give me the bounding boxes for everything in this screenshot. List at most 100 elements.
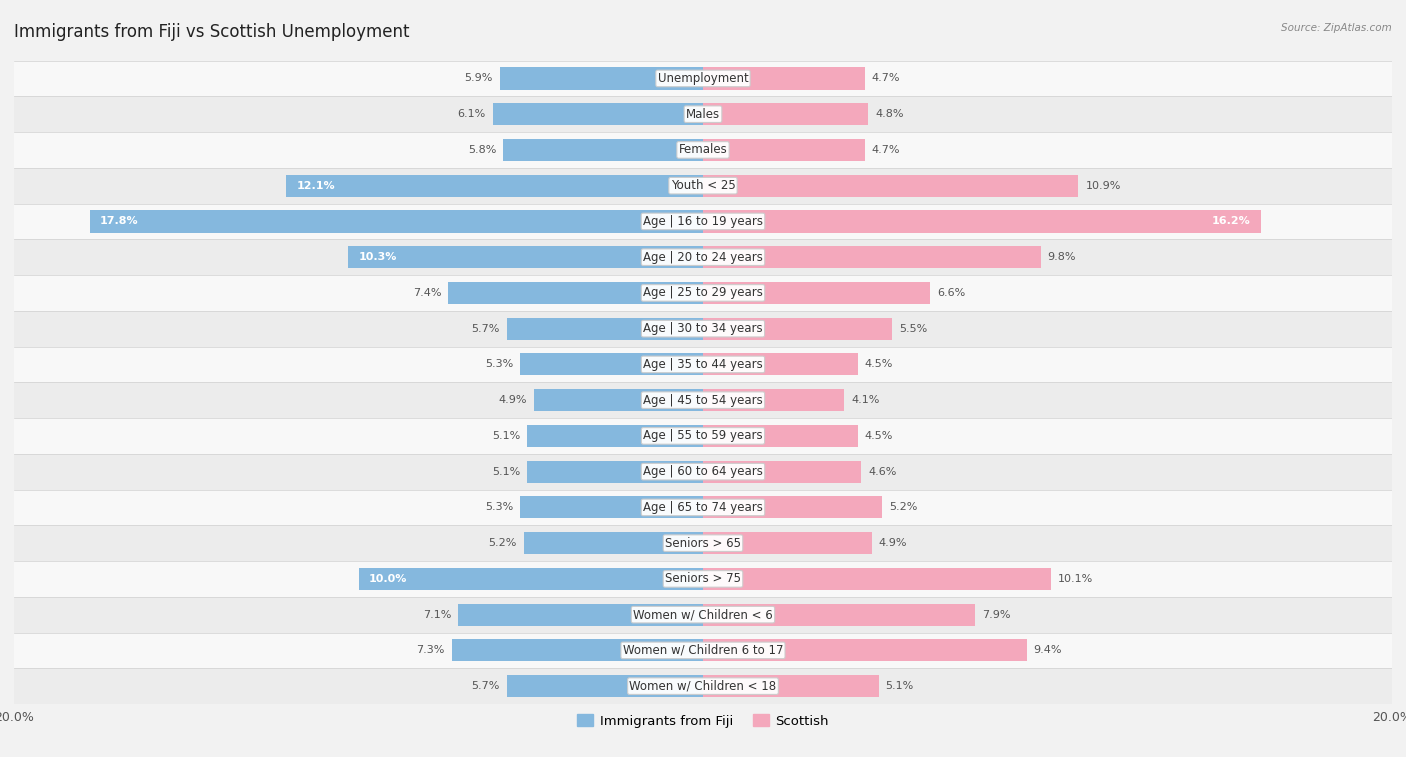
- Bar: [14, 275, 1392, 311]
- Text: 5.9%: 5.9%: [464, 73, 494, 83]
- Text: 4.9%: 4.9%: [879, 538, 907, 548]
- Bar: [14, 418, 1392, 453]
- Bar: [90, 210, 703, 232]
- Text: 7.4%: 7.4%: [413, 288, 441, 298]
- Bar: [349, 246, 703, 268]
- Bar: [14, 311, 1392, 347]
- Text: 4.5%: 4.5%: [865, 431, 893, 441]
- Bar: [506, 675, 703, 697]
- Bar: [14, 597, 1392, 633]
- Bar: [703, 675, 879, 697]
- Text: Unemployment: Unemployment: [658, 72, 748, 85]
- Bar: [499, 67, 703, 89]
- Text: 4.9%: 4.9%: [499, 395, 527, 405]
- Bar: [14, 668, 1392, 704]
- Text: Age | 30 to 34 years: Age | 30 to 34 years: [643, 322, 763, 335]
- Bar: [703, 318, 893, 340]
- Bar: [703, 210, 1261, 232]
- Bar: [458, 603, 703, 626]
- Legend: Immigrants from Fiji, Scottish: Immigrants from Fiji, Scottish: [572, 709, 834, 733]
- Bar: [703, 603, 976, 626]
- Bar: [703, 354, 858, 375]
- Text: Women w/ Children < 6: Women w/ Children < 6: [633, 608, 773, 621]
- Text: Immigrants from Fiji vs Scottish Unemployment: Immigrants from Fiji vs Scottish Unemplo…: [14, 23, 409, 41]
- Text: Age | 25 to 29 years: Age | 25 to 29 years: [643, 286, 763, 300]
- Text: Age | 20 to 24 years: Age | 20 to 24 years: [643, 251, 763, 263]
- Bar: [703, 282, 931, 304]
- Text: 5.1%: 5.1%: [492, 466, 520, 477]
- Text: 5.7%: 5.7%: [471, 681, 499, 691]
- Bar: [14, 347, 1392, 382]
- Text: Age | 55 to 59 years: Age | 55 to 59 years: [643, 429, 763, 442]
- Text: 5.7%: 5.7%: [471, 324, 499, 334]
- Text: 4.6%: 4.6%: [869, 466, 897, 477]
- Text: 6.1%: 6.1%: [458, 109, 486, 119]
- Text: 4.1%: 4.1%: [851, 395, 880, 405]
- Bar: [503, 139, 703, 161]
- Bar: [506, 318, 703, 340]
- Text: 5.1%: 5.1%: [886, 681, 914, 691]
- Text: 10.3%: 10.3%: [359, 252, 396, 262]
- Text: Women w/ Children < 18: Women w/ Children < 18: [630, 680, 776, 693]
- Text: 4.7%: 4.7%: [872, 73, 900, 83]
- Bar: [703, 67, 865, 89]
- Bar: [14, 204, 1392, 239]
- Text: 10.9%: 10.9%: [1085, 181, 1121, 191]
- Bar: [534, 389, 703, 411]
- Text: 5.1%: 5.1%: [492, 431, 520, 441]
- Text: 17.8%: 17.8%: [100, 217, 139, 226]
- Bar: [287, 175, 703, 197]
- Bar: [703, 640, 1026, 662]
- Bar: [14, 168, 1392, 204]
- Text: Youth < 25: Youth < 25: [671, 179, 735, 192]
- Text: Women w/ Children 6 to 17: Women w/ Children 6 to 17: [623, 644, 783, 657]
- Text: 16.2%: 16.2%: [1212, 217, 1251, 226]
- Bar: [520, 354, 703, 375]
- Text: Source: ZipAtlas.com: Source: ZipAtlas.com: [1281, 23, 1392, 33]
- Bar: [14, 132, 1392, 168]
- Text: 10.1%: 10.1%: [1057, 574, 1092, 584]
- Text: 5.5%: 5.5%: [900, 324, 928, 334]
- Text: Age | 60 to 64 years: Age | 60 to 64 years: [643, 465, 763, 478]
- Bar: [703, 532, 872, 554]
- Bar: [527, 460, 703, 483]
- Text: 4.5%: 4.5%: [865, 360, 893, 369]
- Text: 5.2%: 5.2%: [489, 538, 517, 548]
- Bar: [494, 103, 703, 125]
- Bar: [703, 568, 1050, 590]
- Bar: [449, 282, 703, 304]
- Bar: [14, 96, 1392, 132]
- Text: Age | 35 to 44 years: Age | 35 to 44 years: [643, 358, 763, 371]
- Text: 9.8%: 9.8%: [1047, 252, 1076, 262]
- Bar: [703, 175, 1078, 197]
- Bar: [14, 382, 1392, 418]
- Text: 12.1%: 12.1%: [297, 181, 335, 191]
- Bar: [524, 532, 703, 554]
- Bar: [703, 389, 844, 411]
- Bar: [14, 633, 1392, 668]
- Text: Seniors > 75: Seniors > 75: [665, 572, 741, 585]
- Bar: [703, 460, 862, 483]
- Text: Age | 45 to 54 years: Age | 45 to 54 years: [643, 394, 763, 407]
- Bar: [703, 103, 869, 125]
- Bar: [520, 497, 703, 519]
- Bar: [359, 568, 703, 590]
- Bar: [527, 425, 703, 447]
- Bar: [14, 561, 1392, 597]
- Text: 7.3%: 7.3%: [416, 646, 444, 656]
- Text: 7.9%: 7.9%: [981, 609, 1011, 620]
- Text: Age | 16 to 19 years: Age | 16 to 19 years: [643, 215, 763, 228]
- Text: Females: Females: [679, 143, 727, 157]
- Bar: [14, 61, 1392, 96]
- Text: 7.1%: 7.1%: [423, 609, 451, 620]
- Bar: [14, 490, 1392, 525]
- Text: 6.6%: 6.6%: [938, 288, 966, 298]
- Text: Males: Males: [686, 107, 720, 120]
- Text: Age | 65 to 74 years: Age | 65 to 74 years: [643, 501, 763, 514]
- Bar: [703, 425, 858, 447]
- Text: 4.8%: 4.8%: [875, 109, 904, 119]
- Bar: [14, 525, 1392, 561]
- Text: 5.8%: 5.8%: [468, 145, 496, 155]
- Bar: [14, 453, 1392, 490]
- Bar: [703, 139, 865, 161]
